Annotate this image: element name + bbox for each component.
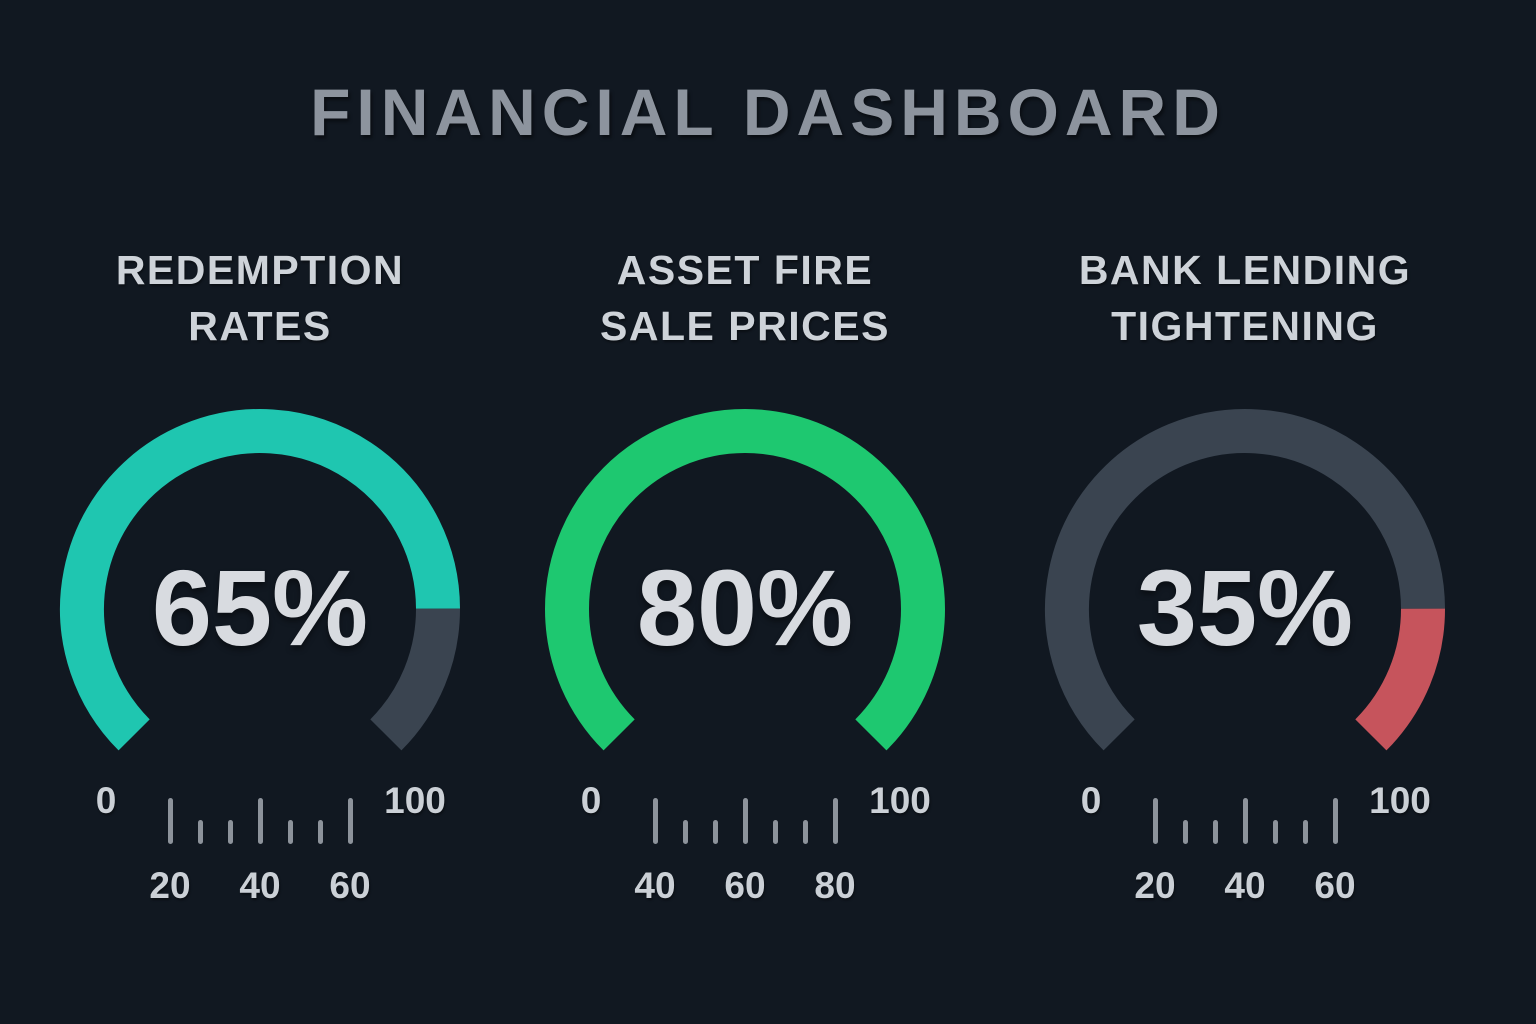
tick-mark bbox=[167, 798, 173, 844]
tick-mark bbox=[772, 820, 778, 844]
tick-mark bbox=[197, 820, 203, 844]
gauge-heading-line: ASSET FIRE bbox=[616, 247, 874, 293]
gauge-value: 65% bbox=[151, 547, 369, 668]
gauge-asset-fire-sale-prices: ASSET FIRE SALE PRICES 80% 0 100 40 60 80 bbox=[515, 242, 975, 906]
tick-label: 40 bbox=[634, 865, 676, 906]
gauge-scale: 0 100 40 60 80 bbox=[525, 772, 965, 906]
tick-label: 60 bbox=[724, 865, 766, 906]
gauge-heading-line: RATES bbox=[188, 303, 332, 349]
gauge-arc-segment bbox=[60, 409, 460, 751]
tick-mark bbox=[832, 798, 838, 844]
tick-mark bbox=[317, 820, 323, 844]
tick-label: 60 bbox=[1314, 865, 1356, 906]
gauge-heading-line: REDEMPTION bbox=[115, 247, 405, 293]
scale-min-label: 0 bbox=[1080, 780, 1102, 821]
gauge-value: 80% bbox=[636, 547, 854, 668]
gauge-scale: 0 100 20 40 60 bbox=[1025, 772, 1465, 906]
tick-mark bbox=[227, 820, 233, 844]
page-title: FINANCIAL DASHBOARD bbox=[310, 75, 1226, 149]
tick-mark bbox=[802, 820, 808, 844]
tick-label: 80 bbox=[814, 865, 856, 906]
gauge-heading-line: BANK LENDING bbox=[1078, 247, 1412, 293]
tick-label: 40 bbox=[1224, 865, 1266, 906]
gauge-arc bbox=[545, 409, 945, 751]
gauge-heading: ASSET FIRE SALE PRICES bbox=[515, 242, 975, 358]
scale-max-label: 100 bbox=[384, 780, 446, 821]
gauge-heading-line: TIGHTENING bbox=[1111, 303, 1379, 349]
tick-mark bbox=[682, 820, 688, 844]
tick-label: 20 bbox=[149, 865, 191, 906]
gauge-arc-segment bbox=[1045, 409, 1445, 751]
gauge-value: 35% bbox=[1136, 547, 1354, 668]
gauge-chart: 65% bbox=[40, 402, 480, 754]
tick-mark bbox=[712, 820, 718, 844]
scale-max-label: 100 bbox=[1369, 780, 1431, 821]
tick-mark bbox=[1182, 820, 1188, 844]
tick-mark bbox=[1152, 798, 1158, 844]
tick-mark bbox=[1302, 820, 1308, 844]
gauge-arc-segment bbox=[1354, 608, 1446, 751]
gauge-chart: 80% bbox=[525, 402, 965, 754]
tick-label: 40 bbox=[239, 865, 281, 906]
tick-mark bbox=[1332, 798, 1338, 844]
gauge-scale: 0 100 20 40 60 bbox=[40, 772, 480, 906]
gauge-bank-lending-tightening: BANK LENDING TIGHTENING 35% 0 100 20 40 60 bbox=[1015, 242, 1475, 906]
tick-mark bbox=[257, 798, 263, 844]
gauge-arc bbox=[1045, 409, 1446, 751]
tick-label: 60 bbox=[329, 865, 371, 906]
tick-mark bbox=[742, 798, 748, 844]
gauge-redemption-rates: REDEMPTION RATES 65% 0 100 20 40 60 bbox=[30, 242, 490, 906]
tick-mark bbox=[287, 820, 293, 844]
scale-max-label: 100 bbox=[869, 780, 931, 821]
tick-mark bbox=[347, 798, 353, 844]
scale-min-label: 0 bbox=[95, 780, 117, 821]
tick-mark bbox=[652, 798, 658, 844]
gauge-arc bbox=[60, 409, 461, 751]
tick-mark bbox=[1212, 820, 1218, 844]
gauge-heading-line: SALE PRICES bbox=[600, 303, 890, 349]
gauge-arc-segment bbox=[545, 409, 945, 751]
tick-mark bbox=[1272, 820, 1278, 844]
tick-label: 20 bbox=[1134, 865, 1176, 906]
tick-mark bbox=[1242, 798, 1248, 844]
gauge-heading: BANK LENDING TIGHTENING bbox=[1015, 242, 1475, 358]
gauge-row: REDEMPTION RATES 65% 0 100 20 40 60 ASSET … bbox=[0, 242, 1536, 906]
gauge-arc-segment bbox=[369, 608, 461, 751]
gauge-chart: 35% bbox=[1025, 402, 1465, 754]
scale-min-label: 0 bbox=[580, 780, 602, 821]
gauge-heading: REDEMPTION RATES bbox=[30, 242, 490, 358]
